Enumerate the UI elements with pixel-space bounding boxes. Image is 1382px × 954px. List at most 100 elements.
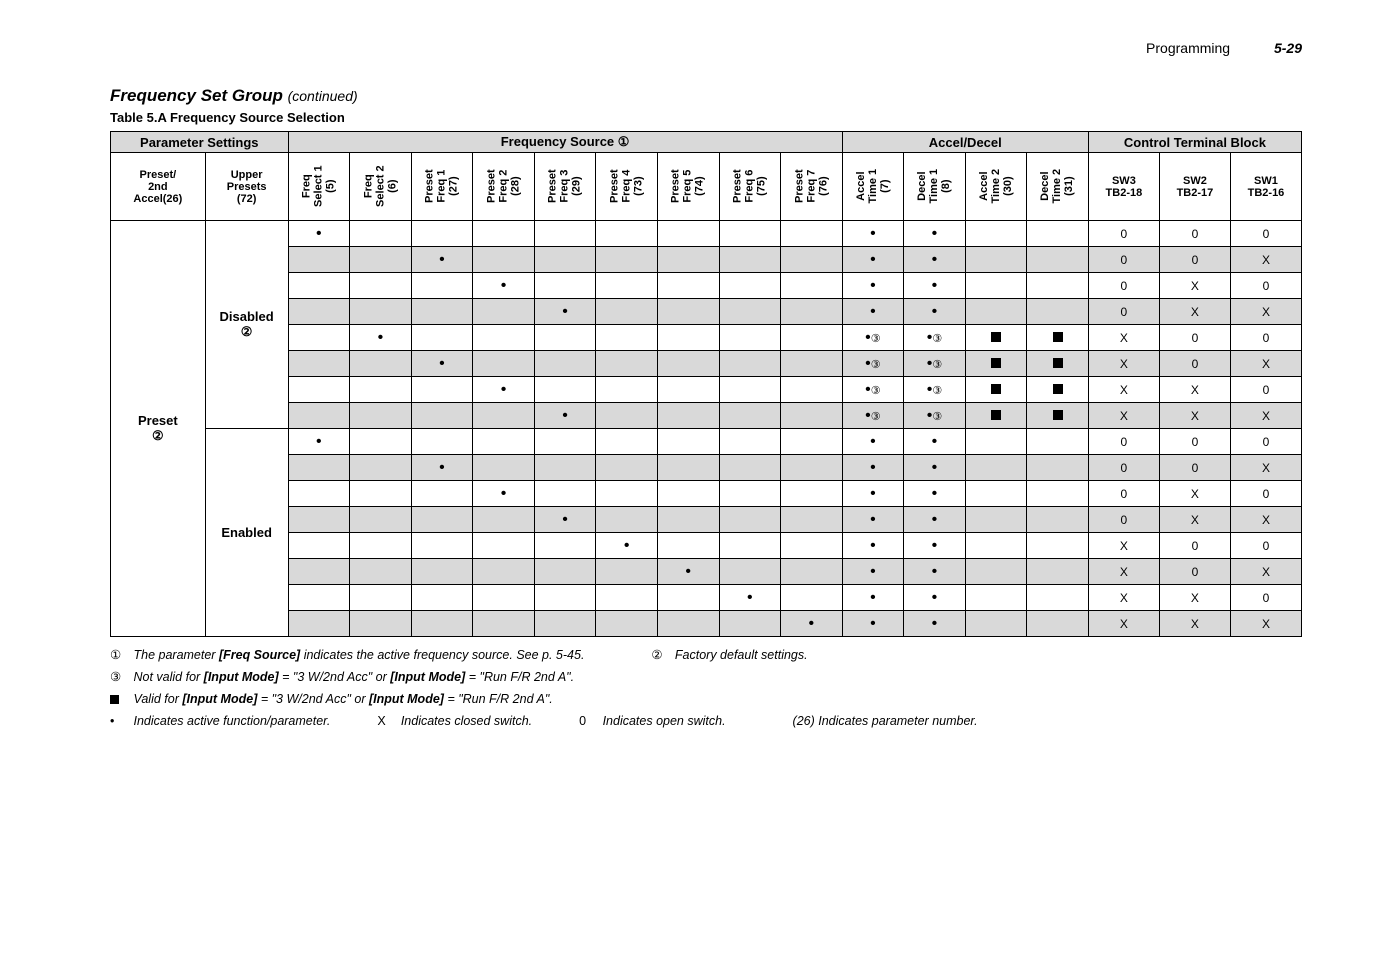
table-cell: •③ bbox=[842, 377, 904, 403]
row-label-disabled: Disabled② bbox=[205, 221, 288, 429]
table-cell bbox=[534, 533, 596, 559]
fn-sym-sq bbox=[110, 689, 130, 709]
table-cell bbox=[534, 351, 596, 377]
table-cell: • bbox=[781, 611, 843, 637]
table-cell bbox=[288, 247, 350, 273]
table-row: •••00X bbox=[111, 455, 1302, 481]
fn-3e: = "Run F/R 2nd A". bbox=[469, 670, 574, 684]
table-row: •••00X bbox=[111, 247, 1302, 273]
table-cell: •③ bbox=[904, 325, 966, 351]
fn-8: (26) Indicates parameter number. bbox=[793, 714, 978, 728]
table-cell bbox=[411, 611, 473, 637]
table-cell bbox=[1027, 351, 1089, 377]
table-row: •••0XX bbox=[111, 507, 1302, 533]
table-row: Preset②Disabled②•••000 bbox=[111, 221, 1302, 247]
table-cell bbox=[411, 299, 473, 325]
table-cell bbox=[657, 481, 719, 507]
fn-sym-3: ③ bbox=[110, 667, 130, 687]
table-cell: 0 bbox=[1230, 377, 1301, 403]
table-cell: X bbox=[1159, 481, 1230, 507]
table-cell bbox=[965, 455, 1027, 481]
table-row: ••③•③XX0 bbox=[111, 377, 1302, 403]
table-cell: • bbox=[473, 377, 535, 403]
col-accel-t1: AccelTime 1(7) bbox=[842, 153, 904, 221]
table-cell bbox=[781, 585, 843, 611]
table-cell bbox=[350, 247, 412, 273]
table-cell bbox=[965, 507, 1027, 533]
table-cell bbox=[411, 507, 473, 533]
table-cell bbox=[657, 429, 719, 455]
table-cell: •③ bbox=[842, 403, 904, 429]
col-sw2: SW2TB2-17 bbox=[1159, 153, 1230, 221]
table-cell bbox=[350, 221, 412, 247]
table-cell: • bbox=[473, 273, 535, 299]
table-cell: 0 bbox=[1230, 429, 1301, 455]
table-cell: X bbox=[1088, 377, 1159, 403]
table-cell: • bbox=[473, 481, 535, 507]
table-cell: •③ bbox=[904, 351, 966, 377]
table-cell bbox=[596, 403, 658, 429]
col-group-ctrl: Control Terminal Block bbox=[1088, 132, 1301, 153]
header-section: Programming bbox=[1146, 40, 1230, 56]
table-cell bbox=[719, 611, 781, 637]
col-preset-f7: PresetFreq 7(76) bbox=[781, 153, 843, 221]
table-cell: 0 bbox=[1230, 221, 1301, 247]
table-cell: 0 bbox=[1088, 299, 1159, 325]
table-cell bbox=[350, 455, 412, 481]
table-cell: X bbox=[1230, 507, 1301, 533]
table-cell: • bbox=[842, 429, 904, 455]
table-cell bbox=[965, 403, 1027, 429]
table-cell bbox=[1027, 455, 1089, 481]
table-cell bbox=[596, 559, 658, 585]
table-cell: • bbox=[288, 429, 350, 455]
table-row: •••0XX bbox=[111, 299, 1302, 325]
table-cell bbox=[288, 377, 350, 403]
table-body: Preset②Disabled②•••000•••00X•••0X0•••0XX… bbox=[111, 221, 1302, 637]
table-cell: • bbox=[842, 585, 904, 611]
table-cell bbox=[657, 325, 719, 351]
table-cell: X bbox=[1159, 299, 1230, 325]
table-row: Enabled•••000 bbox=[111, 429, 1302, 455]
table-cell bbox=[1027, 507, 1089, 533]
table-cell: 0 bbox=[1230, 325, 1301, 351]
table-cell bbox=[596, 221, 658, 247]
table-cell bbox=[534, 455, 596, 481]
table-cell bbox=[781, 325, 843, 351]
table-cell: • bbox=[350, 325, 412, 351]
table-cell bbox=[719, 221, 781, 247]
table-cell: • bbox=[842, 455, 904, 481]
table-cell: X bbox=[1230, 559, 1301, 585]
table-cell: • bbox=[534, 507, 596, 533]
table-cell bbox=[965, 221, 1027, 247]
table-cell bbox=[411, 481, 473, 507]
fn-3a: Not valid for bbox=[133, 670, 200, 684]
table-row: •••XXX bbox=[111, 611, 1302, 637]
table-cell: X bbox=[1230, 611, 1301, 637]
fn-sym-1: ① bbox=[110, 645, 130, 665]
table-cell: 0 bbox=[1159, 429, 1230, 455]
table-cell: 0 bbox=[1159, 221, 1230, 247]
table-cell: • bbox=[411, 455, 473, 481]
table-cell bbox=[1027, 325, 1089, 351]
table-cell bbox=[1027, 533, 1089, 559]
table-cell: 0 bbox=[1088, 273, 1159, 299]
table-cell bbox=[657, 221, 719, 247]
table-cell bbox=[596, 325, 658, 351]
table-cell: • bbox=[904, 481, 966, 507]
table-cell bbox=[965, 481, 1027, 507]
fn-sym-dot: • bbox=[110, 711, 130, 731]
table-cell: X bbox=[1230, 403, 1301, 429]
table-cell bbox=[350, 273, 412, 299]
col-preset-f3: PresetFreq 3(29) bbox=[534, 153, 596, 221]
table-cell: X bbox=[1088, 611, 1159, 637]
table-cell: • bbox=[719, 585, 781, 611]
table-cell: X bbox=[1159, 403, 1230, 429]
table-cell: 0 bbox=[1159, 455, 1230, 481]
table-cell bbox=[411, 221, 473, 247]
table-cell bbox=[781, 403, 843, 429]
table-cell: •③ bbox=[842, 351, 904, 377]
table-cell: 0 bbox=[1230, 481, 1301, 507]
table-cell: 0 bbox=[1159, 325, 1230, 351]
table-cell: • bbox=[904, 299, 966, 325]
fn-7: Indicates open switch. bbox=[603, 714, 726, 728]
